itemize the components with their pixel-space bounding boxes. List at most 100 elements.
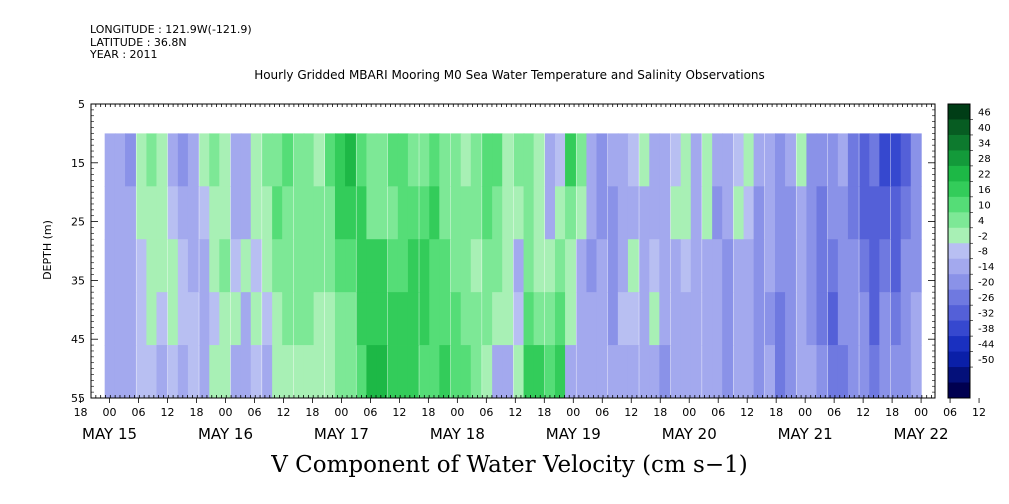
x-day-label: MAY 19 bbox=[546, 425, 601, 443]
heatmap-cell bbox=[847, 292, 859, 346]
heatmap-cell bbox=[439, 292, 451, 346]
heatmap-cell bbox=[419, 345, 431, 399]
heatmap-cell bbox=[419, 239, 431, 293]
heatmap-cell bbox=[303, 292, 315, 346]
heatmap-cell bbox=[827, 345, 839, 399]
heatmap-cell bbox=[827, 239, 839, 293]
heatmap-cell bbox=[262, 345, 273, 399]
heatmap-cell bbox=[230, 239, 242, 293]
heatmap-cell bbox=[219, 345, 231, 399]
x-hour-tick-label: 12 bbox=[972, 406, 986, 419]
heatmap-cell bbox=[114, 186, 126, 240]
heatmap-cell bbox=[764, 239, 776, 293]
colorbar-swatch bbox=[948, 165, 970, 182]
heatmap-cell bbox=[219, 186, 231, 240]
heatmap-cell bbox=[376, 239, 388, 293]
heatmap-cell bbox=[565, 186, 576, 240]
axis-ticks: 18 00 06 12 18 00 06 12 18 00 06 12 18 00 06 12 18 00 06 12… bbox=[71, 98, 986, 443]
heatmap-cell bbox=[324, 239, 336, 293]
heatmap-cell bbox=[827, 186, 839, 240]
heatmap-cell bbox=[847, 186, 859, 240]
heatmap-cell bbox=[146, 345, 158, 399]
heatmap-cell bbox=[607, 133, 619, 187]
x-hour-tick-label: 18 bbox=[885, 406, 899, 419]
heatmap-cell bbox=[167, 292, 179, 346]
heatmap-cell bbox=[712, 186, 724, 240]
heatmap-cell bbox=[345, 239, 356, 293]
heatmap-cell bbox=[523, 186, 535, 240]
heatmap-cell bbox=[680, 239, 692, 293]
heatmap-cell bbox=[146, 239, 158, 293]
y-tick-label: 25 bbox=[71, 216, 85, 229]
heatmap-cell bbox=[847, 239, 859, 293]
heatmap-cell bbox=[596, 186, 608, 240]
heatmap-cell bbox=[670, 133, 682, 187]
y-axis-label: DEPTH (m) bbox=[41, 220, 54, 280]
heatmap-cell bbox=[429, 345, 441, 399]
x-hour-tick-label: 18 bbox=[421, 406, 435, 419]
heatmap-cell bbox=[690, 186, 702, 240]
heatmap-cell bbox=[470, 292, 482, 346]
heatmap-cell bbox=[187, 239, 199, 293]
heatmap-cell bbox=[114, 292, 126, 346]
heatmap-cell bbox=[586, 239, 598, 293]
heatmap-cell bbox=[733, 133, 745, 187]
heatmap-cell bbox=[859, 292, 871, 346]
heatmap-cell bbox=[785, 292, 796, 346]
heatmap-cell bbox=[250, 133, 262, 187]
colorbar-frame bbox=[947, 103, 971, 399]
heatmap-cell bbox=[419, 133, 431, 187]
heatmap-cell bbox=[753, 239, 765, 293]
heatmap-cell bbox=[262, 186, 273, 240]
heatmap-cell bbox=[356, 292, 368, 346]
heatmap-cell bbox=[482, 133, 493, 187]
heatmap-cell bbox=[366, 345, 378, 399]
heatmap-cell bbox=[837, 292, 849, 346]
heatmap-cell bbox=[230, 186, 242, 240]
heatmap-cell bbox=[407, 133, 419, 187]
heatmap-cell bbox=[146, 292, 158, 346]
heatmap-cell bbox=[136, 292, 148, 346]
heatmap-cell bbox=[617, 186, 629, 240]
heatmap-cell bbox=[712, 239, 724, 293]
heatmap-cell bbox=[806, 133, 818, 187]
heatmap-cell bbox=[806, 239, 818, 293]
heatmap-cell bbox=[187, 186, 199, 240]
heatmap-cell bbox=[293, 133, 305, 187]
x-day-label: MAY 22 bbox=[894, 425, 949, 443]
heatmap-cell bbox=[555, 292, 566, 346]
heatmap-cell bbox=[743, 239, 755, 293]
x-hour-tick-label: 06 bbox=[247, 406, 261, 419]
heatmap-cell bbox=[639, 345, 651, 399]
heatmap-cell bbox=[492, 186, 504, 240]
heatmap-cell bbox=[733, 186, 745, 240]
heatmap-cell bbox=[429, 239, 441, 293]
heatmap-cell bbox=[796, 239, 808, 293]
x-hour-tick-label: 00 bbox=[103, 406, 117, 419]
heatmap-cell bbox=[262, 133, 273, 187]
colorbar-label: -2 bbox=[978, 231, 988, 242]
heatmap-cell bbox=[753, 133, 765, 187]
heatmap-cell bbox=[156, 239, 168, 293]
heatmap-cell bbox=[586, 345, 598, 399]
heatmap-cell bbox=[407, 239, 419, 293]
x-hour-tick-label: 12 bbox=[856, 406, 870, 419]
heatmap-cell bbox=[272, 186, 284, 240]
colorbar-label: -44 bbox=[978, 340, 994, 351]
heatmap-cell bbox=[670, 345, 682, 399]
heatmap-cell bbox=[837, 133, 849, 187]
heatmap-cell bbox=[334, 345, 346, 399]
x-hour-tick-label: 18 bbox=[305, 406, 319, 419]
heatmap-cell bbox=[313, 345, 325, 399]
heatmap-cell bbox=[240, 186, 252, 240]
heatmap-cell bbox=[209, 292, 221, 346]
heatmap-cell bbox=[334, 186, 346, 240]
heatmap-cell bbox=[187, 292, 199, 346]
heatmap-cell bbox=[366, 133, 378, 187]
heatmap-cell bbox=[827, 133, 839, 187]
heatmap-cell bbox=[114, 239, 126, 293]
colorbar-swatch bbox=[948, 243, 970, 260]
heatmap-cell bbox=[649, 186, 661, 240]
colorbar-swatch bbox=[948, 150, 970, 167]
heatmap-cell bbox=[806, 345, 818, 399]
